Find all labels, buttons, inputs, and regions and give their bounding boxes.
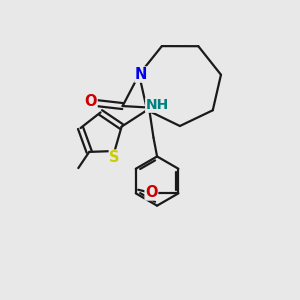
Text: O: O <box>85 94 97 109</box>
Text: S: S <box>109 150 120 165</box>
Text: NH: NH <box>146 98 169 112</box>
Text: N: N <box>135 67 147 82</box>
Text: O: O <box>145 185 158 200</box>
